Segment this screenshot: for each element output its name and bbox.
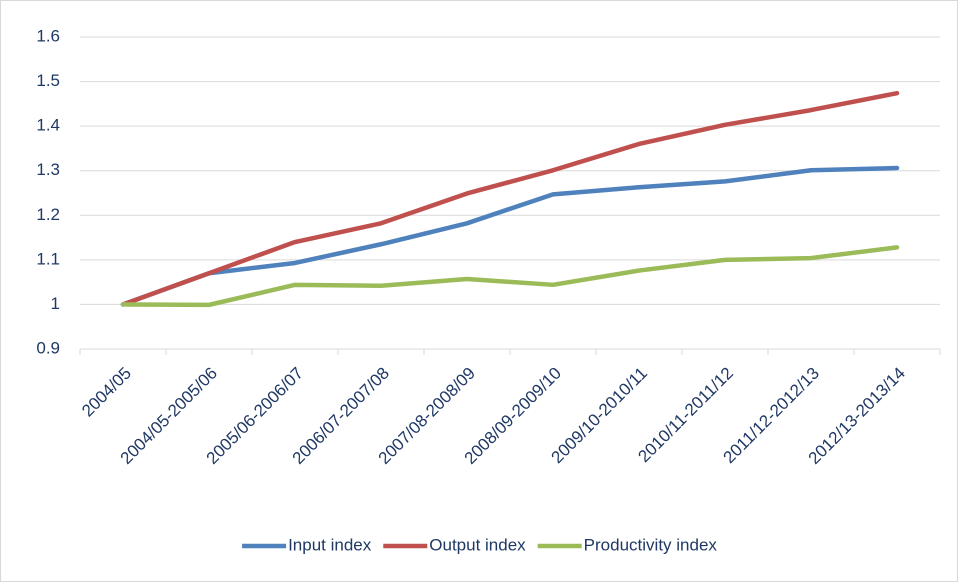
series-line (120, 90, 900, 307)
legend-label: Input index (288, 535, 372, 554)
y-tick-label: 1.1 (36, 249, 60, 268)
series-line (120, 165, 900, 307)
y-tick-label: 0.9 (36, 338, 60, 357)
y-tick-label: 1.4 (36, 116, 60, 135)
legend-label: Output index (429, 535, 526, 554)
legend-label: Productivity index (584, 535, 718, 554)
y-tick-label: 1.6 (36, 26, 60, 45)
series-line (120, 245, 900, 308)
legend: Input index Output index Productivity inde… (242, 535, 717, 554)
y-tick-label: 1.5 (36, 71, 60, 90)
y-tick-label: 1.2 (36, 205, 60, 224)
y-tick-label: 1.3 (36, 160, 60, 179)
y-tick-label: 1 (51, 294, 60, 313)
